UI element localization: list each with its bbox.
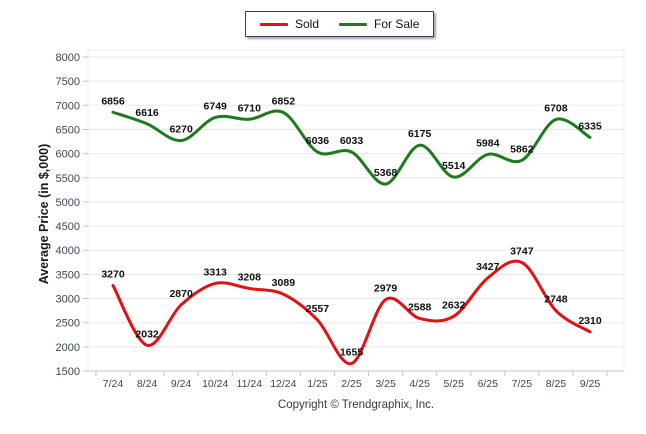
for-sale-data-label: 6710 <box>238 102 262 114</box>
for-sale-line <box>111 109 592 186</box>
y-tick-label: 7000 <box>56 100 80 112</box>
x-tick-label: 1/25 <box>307 378 328 390</box>
y-axis-title: Average Price (in $,000) <box>37 143 51 285</box>
sold-data-label: 3747 <box>510 245 534 257</box>
sold-data-label: 2632 <box>442 299 466 311</box>
x-tick-label: 9/25 <box>580 378 601 390</box>
y-tick-label: 2000 <box>56 342 80 354</box>
sold-data-label: 2979 <box>374 283 398 295</box>
x-tick-label: 11/24 <box>237 378 263 390</box>
y-tick-label: 1500 <box>56 366 80 378</box>
legend-item-sold: Sold <box>260 18 319 30</box>
for-sale-data-label: 5368 <box>374 167 398 179</box>
sold-data-label: 3427 <box>476 261 500 273</box>
x-tick-label: 7/24 <box>103 378 124 390</box>
legend-label-for-sale: For Sale <box>374 17 420 31</box>
copyright-text: Copyright © Trendgraphix, Inc. <box>277 399 435 411</box>
x-tick-label: 3/25 <box>375 378 396 390</box>
for-sale-data-label: 6335 <box>578 120 602 132</box>
axis-tick-labels: 1500 2000 2500 3000 3500 4000 4500 5000 5500 6000… <box>56 52 601 390</box>
for-sale-data-label: 6616 <box>135 107 159 119</box>
sold-data-label: 2748 <box>544 294 568 306</box>
sold-line-swatch <box>260 22 288 26</box>
x-tick-label: 8/24 <box>137 378 158 390</box>
y-tick-label: 8000 <box>56 52 80 64</box>
x-tick-label: 12/24 <box>270 378 296 390</box>
data-labels: 3270 2032 2870 3313 3208 3089 2557 1655 2979 2588… <box>101 95 602 358</box>
sold-data-label: 3089 <box>272 277 296 289</box>
x-tick-label: 9/24 <box>171 378 192 390</box>
y-tick-label: 3500 <box>56 269 80 281</box>
x-tick-label: 4/25 <box>409 378 430 390</box>
x-tick-label: 6/25 <box>478 378 499 390</box>
sold-data-label: 1655 <box>340 347 364 359</box>
sold-data-label: 2557 <box>306 303 330 315</box>
legend: Sold For Sale <box>245 11 435 37</box>
x-tick-label: 5/25 <box>443 378 464 390</box>
for-sale-data-label: 6852 <box>272 95 296 107</box>
sold-data-label: 2032 <box>135 328 159 340</box>
gridlines <box>87 49 625 372</box>
x-tick-label: 2/25 <box>341 378 362 390</box>
x-tick-label: 7/25 <box>512 378 533 390</box>
x-tick-label: 10/24 <box>202 378 228 390</box>
sold-data-label: 2310 <box>578 315 602 327</box>
for-sale-data-label: 6175 <box>408 128 432 140</box>
for-sale-data-label: 5984 <box>476 137 500 149</box>
y-tick-label: 7500 <box>56 76 80 88</box>
for-sale-data-label: 5514 <box>442 160 466 172</box>
for-sale-data-label: 6036 <box>306 135 330 147</box>
y-tick-label: 5500 <box>56 173 80 185</box>
for-sale-data-label: 6856 <box>101 95 125 107</box>
y-tick-label: 2500 <box>56 318 80 330</box>
y-tick-label: 5000 <box>56 197 80 209</box>
y-tick-label: 6500 <box>56 124 80 136</box>
y-tick-label: 6000 <box>56 149 80 161</box>
axes <box>83 56 608 376</box>
y-tick-label: 4000 <box>56 245 80 257</box>
sold-data-label: 3270 <box>101 268 125 280</box>
y-tick-label: 3000 <box>56 294 80 306</box>
sold-data-label: 2870 <box>169 288 193 300</box>
y-tick-label: 4500 <box>56 221 80 233</box>
sold-data-label: 3313 <box>204 266 228 278</box>
for-sale-data-label: 6270 <box>169 124 193 136</box>
sold-line <box>111 259 592 366</box>
for-sale-data-label: 6708 <box>544 102 568 114</box>
for-sale-data-label: 6749 <box>204 100 228 112</box>
sold-data-label: 3208 <box>238 271 262 283</box>
sold-data-label: 2588 <box>408 301 432 313</box>
for-sale-data-label: 5862 <box>510 143 534 155</box>
for-sale-data-label: 6033 <box>340 135 364 147</box>
x-tick-label: 8/25 <box>546 378 567 390</box>
legend-label-sold: Sold <box>295 17 320 31</box>
legend-item-for-sale: For Sale <box>339 18 419 30</box>
for-sale-line-swatch <box>339 22 368 26</box>
